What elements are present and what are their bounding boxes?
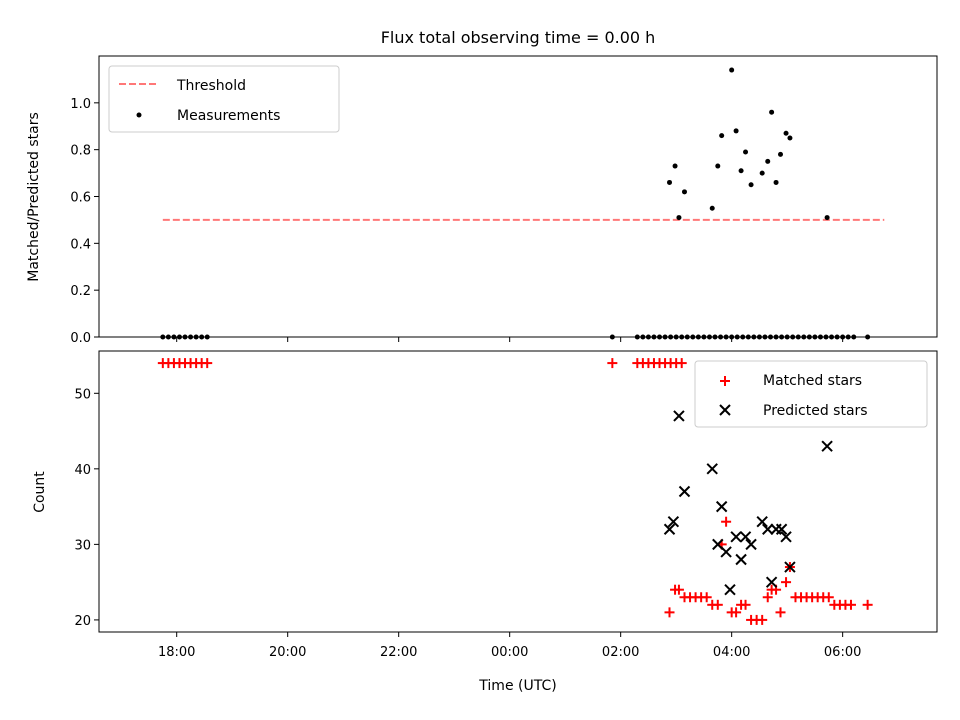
predicted-stars-point <box>706 463 718 475</box>
ytick-label: 0.6 <box>70 191 91 206</box>
predicted-stars-point <box>715 500 728 513</box>
matched-stars-point <box>701 592 712 603</box>
measurement-point <box>667 179 673 185</box>
predicted-stars-point <box>720 546 732 558</box>
predicted-stars-point <box>739 531 752 543</box>
legend-predicted-label: Predicted stars <box>763 403 868 419</box>
matched-stars-point <box>664 607 675 618</box>
measurement-point <box>738 168 744 174</box>
xtick-label: 22:00 <box>380 645 417 660</box>
matched-stars-point <box>721 516 732 527</box>
matched-stars-point <box>712 599 723 610</box>
xtick-label: 04:00 <box>713 645 750 660</box>
matched-stars-point <box>762 592 773 603</box>
predicted-stars-point <box>784 561 796 573</box>
matched-stars-point <box>845 599 856 610</box>
predicted-stars-point <box>745 538 757 551</box>
bottom-panel-frame <box>98 350 938 633</box>
legend-measurements-label: Measurements <box>177 108 280 124</box>
top-panel-ylabel: Matched/Predicted stars <box>26 112 42 282</box>
matched-stars-point <box>775 607 786 618</box>
bottom-panel: 20 30 40 50 18:00 20:00 22:00 00:00 02:00 04:00 06… <box>32 350 938 694</box>
predicted-stars-point <box>667 516 680 528</box>
legend-matched-label: Matched stars <box>763 373 862 389</box>
measurement-point <box>676 215 682 221</box>
matched-stars-point <box>823 592 834 603</box>
matched-stars-point <box>676 358 687 369</box>
xtick-label: 00:00 <box>491 645 528 660</box>
predicted-stars-point <box>673 410 685 422</box>
bottom-panel-marks <box>157 358 873 625</box>
measurement-point <box>681 189 687 195</box>
predicted-stars-point <box>678 485 691 498</box>
matched-stars-point <box>862 599 873 610</box>
measurement-point <box>765 158 771 164</box>
matched-stars-point <box>781 577 792 588</box>
measurement-point <box>733 128 739 134</box>
predicted-stars-point <box>663 523 676 535</box>
bottom-legend-box <box>694 360 928 428</box>
legend-predicted-swatch <box>719 404 731 416</box>
measurement-point <box>715 163 721 169</box>
measurement-point <box>777 151 783 157</box>
ytick-label: 30 <box>74 538 91 553</box>
matched-stars-point <box>731 607 742 618</box>
legend-matched-swatch <box>720 376 730 386</box>
predicted-stars-point <box>765 576 778 588</box>
top-panel: 0.0 0.2 0.4 0.6 0.8 1.0 Matched/Predicted sta… <box>26 55 938 346</box>
predicted-stars-point <box>724 583 736 596</box>
ytick-label: 40 <box>74 463 91 478</box>
measurement-point <box>773 179 779 185</box>
predicted-stars-point <box>756 516 768 528</box>
bottom-legend: Matched stars Predicted stars <box>694 360 928 428</box>
measurement-point <box>729 67 735 73</box>
ytick-label: 20 <box>74 614 91 629</box>
ytick-label: 0.0 <box>70 331 91 346</box>
measurement-point <box>783 130 789 136</box>
measurement-point <box>719 133 725 139</box>
bottom-panel-ylabel: Count <box>32 471 48 513</box>
measurement-point <box>769 109 775 115</box>
ytick-label: 50 <box>74 387 91 402</box>
xtick-label: 06:00 <box>824 645 861 660</box>
legend-threshold-label: Threshold <box>176 78 246 94</box>
measurement-point <box>672 163 678 169</box>
matched-stars-point <box>740 599 751 610</box>
measurement-point <box>743 149 749 155</box>
bottom-panel-axes: 20 30 40 50 18:00 20:00 22:00 00:00 02:00 04:00 06… <box>74 387 861 660</box>
xtick-label: 20:00 <box>269 645 306 660</box>
matched-stars-point <box>202 358 213 369</box>
predicted-stars-point <box>780 531 792 543</box>
predicted-stars-point <box>821 440 833 452</box>
top-panel-axes: 0.0 0.2 0.4 0.6 0.8 1.0 <box>70 97 844 346</box>
matched-stars-point <box>607 358 618 369</box>
legend-measurements-swatch <box>136 112 142 118</box>
predicted-stars-point <box>775 523 788 535</box>
ytick-label: 0.4 <box>70 237 91 252</box>
chart-title: Flux total observing time = 0.00 h <box>381 28 656 47</box>
measurement-point <box>748 182 754 188</box>
ytick-label: 0.8 <box>70 144 91 159</box>
matched-stars-point <box>757 614 768 625</box>
predicted-stars-point <box>762 523 774 535</box>
predicted-stars-point <box>735 553 747 566</box>
measurement-point <box>709 205 715 211</box>
matched-stars-point <box>673 584 684 595</box>
xtick-label: 02:00 <box>602 645 639 660</box>
top-legend-box <box>108 65 340 133</box>
x-axis-label: Time (UTC) <box>478 678 556 694</box>
measurement-point <box>824 215 830 221</box>
measurement-point <box>787 135 793 141</box>
ytick-label: 1.0 <box>70 97 91 112</box>
measurement-point <box>759 170 765 176</box>
top-legend: Threshold Measurements <box>108 65 340 133</box>
ytick-label: 0.2 <box>70 284 91 299</box>
predicted-stars-point <box>730 531 742 543</box>
xtick-label: 18:00 <box>158 645 195 660</box>
